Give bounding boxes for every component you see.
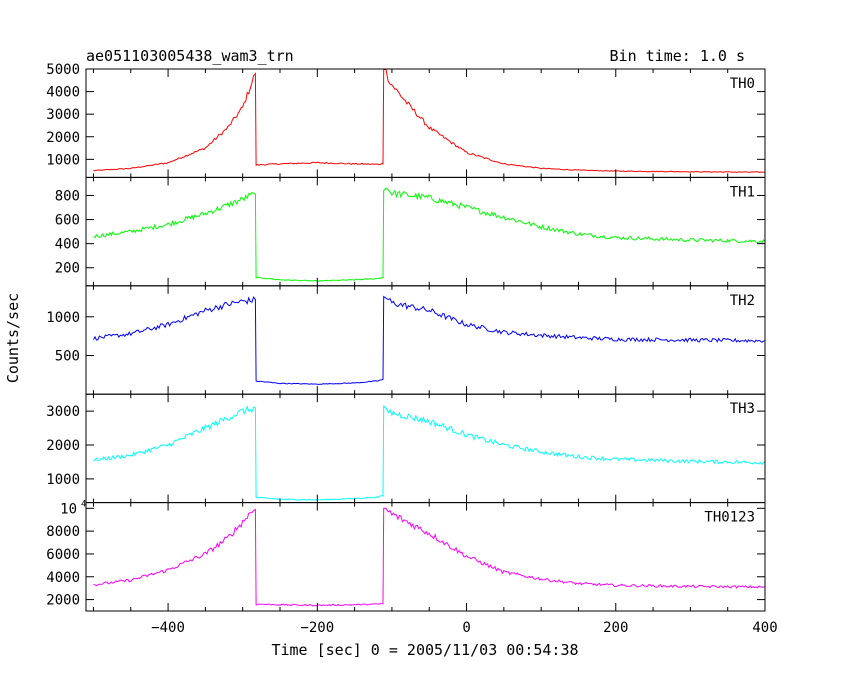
y-tick-label: 600 [55, 213, 80, 229]
y-tick-label: 500 [55, 348, 80, 364]
x-tick-label: 400 [752, 620, 777, 636]
x-axis: −400 −200 0 200 400 [151, 620, 777, 636]
panels-group: 1000 2000 3000 4000 5000 TH0 200 400 600 800 TH1 50… [46, 62, 766, 612]
panel-label-th1: TH1 [730, 184, 755, 200]
panel-label-th0123: TH0123 [704, 510, 755, 526]
series-line-th3 [93, 405, 765, 501]
panel-th3: 1000 2000 3000 TH3 [46, 393, 766, 504]
y-tick-label: 8000 [46, 524, 80, 540]
y-tick-label: 200 [55, 261, 80, 277]
panel-label-th0: TH0 [730, 76, 755, 92]
series-line-th2 [93, 295, 765, 385]
series-line-th0123 [93, 507, 765, 607]
panel-th0: 1000 2000 3000 4000 5000 TH0 [46, 62, 766, 178]
y-tick-label: 1000 [46, 310, 80, 326]
y-tick-exponent: 4 [81, 499, 86, 509]
panel-frame [85, 68, 766, 178]
y-tick-label: 10 [60, 501, 77, 517]
panel-label-th3: TH3 [730, 401, 755, 417]
x-tick-label: 0 [462, 620, 470, 636]
y-tick-label: 5000 [46, 62, 80, 78]
y-tick-label: 2000 [46, 593, 80, 609]
y-tick-label: 3000 [46, 404, 80, 420]
x-axis-label: Time [sec] 0 = 2005/11/03 00:54:38 [271, 641, 578, 659]
y-tick-label: 2000 [46, 438, 80, 454]
x-tick-label: 200 [603, 620, 628, 636]
series-line-th0 [93, 69, 765, 173]
panel-frame [85, 502, 766, 612]
series-line-th1 [93, 187, 765, 282]
y-tick-label: 400 [55, 237, 80, 253]
x-tick-label: −200 [300, 620, 334, 636]
panel-th1: 200 400 600 800 TH1 [55, 176, 766, 287]
panel-th0123: 2000 4000 6000 8000 10 4 TH0123 [46, 499, 766, 612]
chart-title: ae051103005438_wam3_trn [86, 47, 294, 65]
y-tick-label: 3000 [46, 107, 80, 123]
bin-time-label: Bin time: 1.0 s [610, 47, 745, 65]
y-tick-label: 4000 [46, 85, 80, 101]
y-tick-label: 2000 [46, 130, 80, 146]
y-tick-label: 4000 [46, 570, 80, 586]
panel-th2: 500 1000 TH2 [46, 285, 766, 395]
panel-frame [85, 393, 766, 504]
y-axis-label: Counts/sec [4, 293, 22, 383]
y-tick-label: 1000 [46, 472, 80, 488]
y-tick-label: 800 [55, 188, 80, 204]
panel-frame [85, 176, 766, 287]
panel-label-th2: TH2 [730, 293, 755, 309]
y-tick-label: 1000 [46, 152, 80, 168]
y-tick-label: 6000 [46, 547, 80, 563]
x-tick-label: −400 [151, 620, 185, 636]
